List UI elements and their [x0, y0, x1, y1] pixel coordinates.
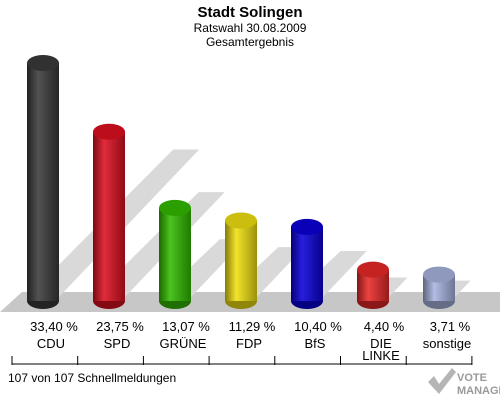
value-label: 10,40 % [294, 319, 342, 334]
value-label: 23,75 % [96, 319, 144, 334]
bar-top [27, 55, 59, 71]
bar [357, 261, 389, 309]
bar-shadow [93, 192, 225, 297]
bar [93, 123, 125, 309]
value-label: 13,07 % [162, 319, 210, 334]
category-label: DIE LINKE [362, 336, 400, 363]
category-label: GRÜNE [160, 336, 207, 351]
category-labels: CDU SPD GRÜNE FDP BfS DIE LINKE sonstige [37, 336, 471, 363]
logo-text-manager: MANAGER [457, 385, 500, 397]
value-label: 3,71 % [430, 319, 471, 334]
bar [291, 218, 323, 309]
bars [27, 55, 455, 309]
bar-body [27, 63, 59, 301]
category-label: BfS [305, 336, 326, 351]
bar-top [291, 218, 323, 235]
vote-manager-logo: VOTE MANAGER [428, 368, 500, 397]
category-label: sonstige [423, 336, 471, 351]
value-labels: 33,40 % 23,75 % 13,07 % 11,29 % 10,40 % 4,40 … [30, 319, 471, 334]
bar [423, 266, 455, 309]
bar-body [159, 207, 191, 301]
category-label: FDP [236, 336, 262, 351]
bar-body [93, 131, 125, 301]
value-label: 4,40 % [364, 319, 405, 334]
bar [225, 212, 257, 309]
value-label: 33,40 % [30, 319, 78, 334]
chart-subtitle-date: Ratswahl 30.08.2009 [194, 21, 307, 35]
chart-title: Stadt Solingen [198, 4, 303, 21]
bar-body [291, 226, 323, 301]
footer-note: 107 von 107 Schnellmeldungen [8, 371, 176, 385]
bar-top [423, 266, 455, 283]
bar-top [357, 261, 389, 278]
vote-manager-check-icon [428, 368, 456, 394]
bar [159, 199, 191, 309]
logo-text-vote: VOTE [457, 372, 487, 384]
category-label: CDU [37, 336, 65, 351]
bar-top [225, 212, 257, 229]
category-ticks [11, 356, 473, 365]
bar-top [159, 199, 191, 216]
value-label: 11,29 % [229, 319, 276, 334]
bar-body [225, 220, 257, 301]
chart-subtitle-scope: Gesamtergebnis [206, 35, 294, 49]
bar [27, 55, 59, 309]
category-label: SPD [104, 336, 131, 351]
bar-top [93, 123, 125, 140]
